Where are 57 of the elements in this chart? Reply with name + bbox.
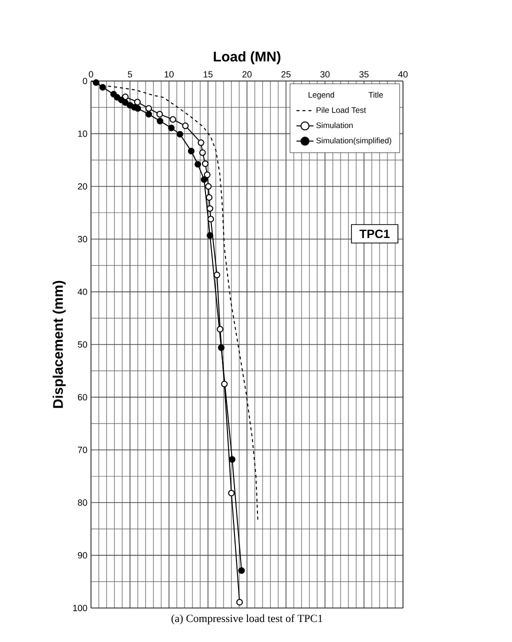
y-tick-label: 50: [78, 341, 88, 348]
x-tick-label: 25: [281, 71, 291, 78]
x-tick-label: 15: [204, 71, 213, 78]
point: [156, 110, 163, 118]
point: [207, 216, 214, 222]
x-tick-label: 5: [128, 71, 132, 78]
x-tick-label: 10: [164, 71, 174, 78]
y-tick-label: 40: [78, 288, 88, 295]
point: [200, 176, 208, 183]
point: [188, 148, 195, 154]
y-tick-label: 100: [73, 604, 88, 612]
point: [205, 183, 212, 190]
y-tick-label: 20: [78, 183, 88, 190]
point: [228, 490, 235, 496]
y-tick-label: 70: [78, 446, 88, 454]
point: [202, 160, 209, 168]
point: [218, 344, 225, 351]
point: [170, 116, 176, 123]
point: [156, 118, 164, 124]
point: [214, 272, 220, 278]
point: [206, 232, 214, 239]
x-tick-label: 40: [398, 71, 408, 78]
y-tick-label: 10: [78, 130, 88, 137]
point: [145, 105, 152, 112]
y-tick-label: 80: [78, 499, 88, 506]
point: [198, 139, 204, 146]
point: [206, 205, 214, 212]
point: [238, 567, 245, 574]
point: [206, 194, 212, 201]
point: [236, 598, 243, 606]
x-axis-title: Load (MN): [214, 51, 280, 64]
point: [199, 149, 206, 156]
text: (a) Compressive load test of TPC1: [172, 614, 322, 624]
point: [134, 105, 142, 112]
y-tick-label: 30: [78, 236, 88, 242]
y-tick-label: 0: [82, 78, 88, 84]
point: [176, 130, 184, 138]
x-tick-label: 35: [359, 71, 369, 78]
point: [145, 110, 152, 118]
annotation: TPC1: [360, 230, 390, 238]
x-tick-label: 30: [320, 71, 330, 78]
x-tick-label: 20: [242, 71, 252, 78]
y-tick-label: 90: [78, 552, 88, 558]
point: [92, 79, 100, 86]
point: [228, 456, 236, 463]
y-tick-label: 60: [78, 394, 88, 400]
y-axis-title: Displacement (mm): [52, 280, 66, 408]
point: [182, 122, 189, 130]
x-tick-label: 0: [88, 71, 94, 78]
point: [221, 380, 228, 388]
point: [122, 99, 129, 106]
point: [168, 124, 175, 132]
point: [204, 172, 211, 178]
point: [99, 84, 106, 91]
point: [194, 160, 202, 168]
point: [216, 326, 224, 333]
point: [134, 98, 141, 106]
